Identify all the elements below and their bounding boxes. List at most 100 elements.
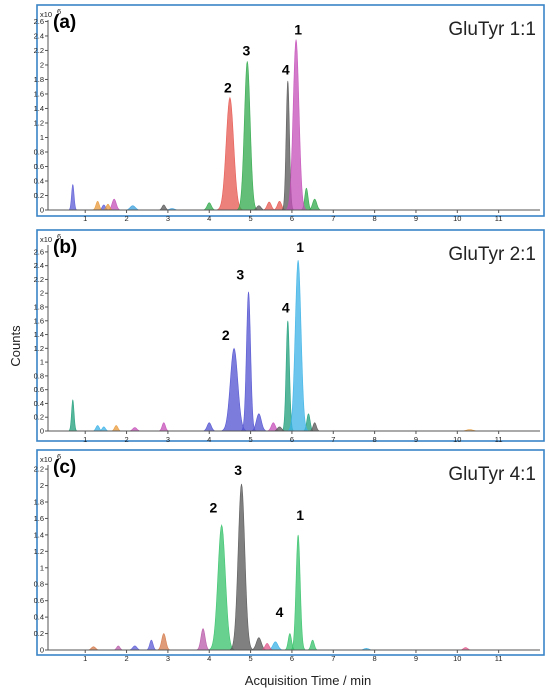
x-axis-title: Acquisition Time / min bbox=[245, 673, 371, 688]
y-tick-label: 0.6 bbox=[34, 385, 44, 394]
x-tick-label: 4 bbox=[207, 654, 211, 663]
y-tick-label: 0 bbox=[40, 427, 44, 436]
series-2-peak-1 bbox=[227, 483, 256, 651]
panel-frame bbox=[36, 449, 545, 656]
x-tick-label: 5 bbox=[249, 654, 253, 663]
y-tick-label: 1 bbox=[40, 358, 44, 367]
panel-letter: (b) bbox=[53, 237, 77, 258]
panels-group: 0 0.2 0.4 0.6 0.8 1 1.2 1.4 1.6 1.8 2 2.2 2.4 2.6 1 2 3 4… bbox=[34, 4, 545, 663]
y-axis-title: Counts bbox=[8, 325, 23, 367]
x-tick-label: 10 bbox=[453, 654, 461, 663]
x-tick-label: 9 bbox=[414, 435, 418, 444]
peak-number-label: 1 bbox=[296, 507, 304, 523]
y-tick-label: 0.2 bbox=[34, 191, 44, 200]
y-multiplier-exponent: 6 bbox=[57, 232, 61, 241]
peak-number-label: 2 bbox=[222, 327, 230, 343]
y-tick-label: 0.8 bbox=[34, 580, 44, 589]
y-tick-label: 2.6 bbox=[34, 247, 44, 256]
y-tick-label: 2 bbox=[40, 289, 44, 298]
y-tick-label: 0.4 bbox=[34, 613, 44, 622]
x-tick-label: 9 bbox=[414, 654, 418, 663]
x-tick-label: 7 bbox=[331, 214, 335, 223]
y-tick-label: 1.8 bbox=[34, 498, 44, 507]
y-tick-label: 2.4 bbox=[34, 31, 44, 40]
y-tick-label: 2.4 bbox=[34, 261, 44, 270]
x-tick-label: 10 bbox=[453, 214, 461, 223]
y-tick-label: 2 bbox=[40, 481, 44, 490]
y-tick-label: 1.6 bbox=[34, 316, 44, 325]
peak-number-label: 4 bbox=[276, 604, 284, 620]
series-3-peak-1 bbox=[286, 260, 311, 432]
x-tick-label: 2 bbox=[124, 214, 128, 223]
y-tick-label: 1.2 bbox=[34, 344, 44, 353]
x-tick-label: 8 bbox=[373, 435, 377, 444]
y-multiplier-exponent: 6 bbox=[57, 7, 61, 16]
y-tick-label: 0.6 bbox=[34, 596, 44, 605]
x-tick-label: 4 bbox=[207, 435, 211, 444]
y-tick-label: 2.2 bbox=[34, 46, 44, 55]
x-tick-label: 2 bbox=[124, 654, 128, 663]
y-multiplier-label: x10 bbox=[40, 235, 52, 244]
panel-letter: (c) bbox=[53, 457, 76, 478]
chart-panel-3: 0 0.2 0.4 0.6 0.8 1 1.2 1.4 1.6 1.8 2 2.2 1 2 3 4 5 6 7 8 9 1… bbox=[34, 449, 545, 663]
peak-number-label: 2 bbox=[209, 500, 217, 516]
chart-panel-1: 0 0.2 0.4 0.6 0.8 1 1.2 1.4 1.6 1.8 2 2.2 2.4 2.6 1 2 3 4… bbox=[34, 4, 545, 223]
series-4-peak-1 bbox=[284, 39, 308, 211]
y-multiplier-label: x10 bbox=[40, 10, 52, 19]
y-tick-label: 0.6 bbox=[34, 162, 44, 171]
y-tick-label: 1.2 bbox=[34, 118, 44, 127]
peak-number-label: 4 bbox=[282, 300, 290, 316]
x-tick-label: 11 bbox=[495, 654, 503, 663]
y-tick-label: 1 bbox=[40, 133, 44, 142]
x-tick-label: 3 bbox=[166, 435, 170, 444]
x-tick-label: 5 bbox=[249, 214, 253, 223]
peak-number-label: 2 bbox=[224, 80, 232, 96]
panel-letter: (a) bbox=[53, 12, 76, 33]
y-tick-label: 2.2 bbox=[34, 465, 44, 474]
y-tick-label: 0.4 bbox=[34, 399, 44, 408]
peak-number-label: 1 bbox=[296, 239, 304, 255]
peak-number-label: 1 bbox=[294, 22, 302, 38]
x-tick-label: 1 bbox=[83, 654, 87, 663]
x-tick-label: 4 bbox=[207, 214, 211, 223]
x-tick-label: 3 bbox=[166, 654, 170, 663]
x-tick-label: 7 bbox=[331, 654, 335, 663]
x-tick-label: 1 bbox=[83, 435, 87, 444]
x-tick-label: 5 bbox=[249, 435, 253, 444]
x-tick-label: 8 bbox=[373, 214, 377, 223]
y-tick-label: 1.4 bbox=[34, 530, 44, 539]
y-tick-label: 0.4 bbox=[34, 176, 44, 185]
x-tick-label: 6 bbox=[290, 435, 294, 444]
y-tick-label: 1.8 bbox=[34, 303, 44, 312]
x-tick-label: 6 bbox=[290, 654, 294, 663]
y-tick-label: 0 bbox=[40, 206, 44, 215]
y-multiplier-label: x10 bbox=[40, 455, 52, 464]
y-tick-label: 0.2 bbox=[34, 413, 44, 422]
y-tick-label: 0.8 bbox=[34, 371, 44, 380]
y-tick-label: 1.2 bbox=[34, 547, 44, 556]
sample-label: GluTyr 1:1 bbox=[448, 19, 536, 40]
y-tick-label: 1.6 bbox=[34, 89, 44, 98]
y-tick-label: 0.8 bbox=[34, 147, 44, 156]
x-tick-label: 7 bbox=[331, 435, 335, 444]
x-tick-label: 2 bbox=[124, 435, 128, 444]
y-tick-label: 1.8 bbox=[34, 75, 44, 84]
y-tick-label: 2.6 bbox=[34, 17, 44, 26]
y-tick-label: 1.4 bbox=[34, 330, 44, 339]
peak-number-label: 3 bbox=[243, 43, 251, 59]
sample-label: GluTyr 4:1 bbox=[448, 464, 536, 485]
peak-number-label: 4 bbox=[282, 61, 290, 77]
peak-number-label: 3 bbox=[236, 266, 244, 282]
y-tick-label: 1 bbox=[40, 563, 44, 572]
y-tick-label: 1.6 bbox=[34, 514, 44, 523]
x-tick-label: 3 bbox=[166, 214, 170, 223]
x-tick-label: 11 bbox=[495, 435, 503, 444]
x-tick-label: 6 bbox=[290, 214, 294, 223]
x-tick-label: 9 bbox=[414, 214, 418, 223]
y-tick-label: 2 bbox=[40, 60, 44, 69]
peak-number-label: 3 bbox=[234, 462, 242, 478]
y-tick-label: 0 bbox=[40, 646, 44, 655]
y-tick-label: 0.2 bbox=[34, 629, 44, 638]
x-tick-label: 10 bbox=[453, 435, 461, 444]
